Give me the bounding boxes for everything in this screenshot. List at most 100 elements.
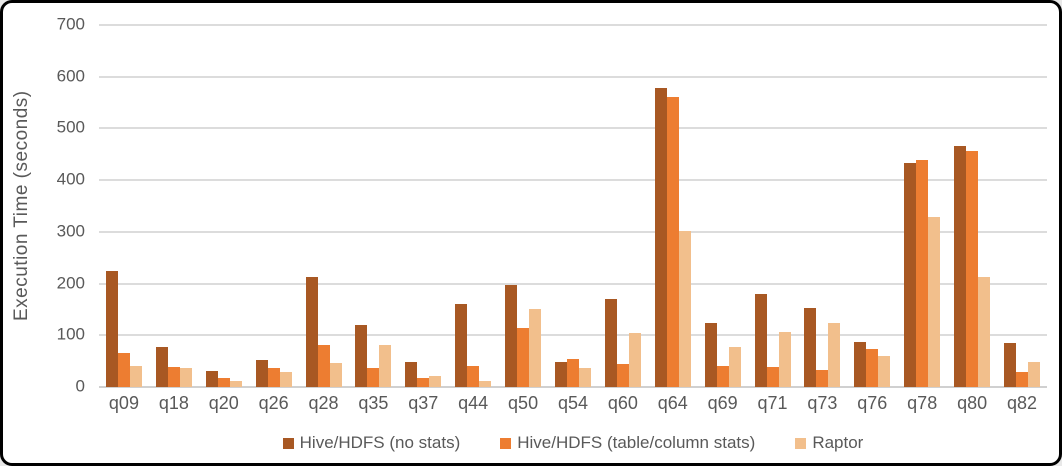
x-tick-label-q37: q37 bbox=[408, 393, 439, 413]
x-tick-label-q35: q35 bbox=[358, 393, 389, 413]
y-tick-label-500: 500 bbox=[56, 118, 85, 138]
x-tick-label-q60: q60 bbox=[607, 393, 638, 413]
y-tick-label-700: 700 bbox=[56, 14, 85, 34]
x-tick-label-q64: q64 bbox=[657, 393, 688, 413]
bar-q64-hive-hdfs-no-stats bbox=[654, 88, 667, 387]
bar-group-q73 bbox=[797, 25, 847, 387]
bar-group-q37 bbox=[398, 25, 448, 387]
gridline-400 bbox=[99, 179, 1047, 182]
bar-group-q20 bbox=[199, 25, 249, 387]
gridline-300 bbox=[99, 230, 1047, 233]
bar-q60-hive-hdfs-no-stats bbox=[604, 298, 617, 387]
bar-q71-hive-hdfs-no-stats bbox=[754, 293, 767, 387]
legend-label: Hive/HDFS (no stats) bbox=[299, 433, 461, 452]
bar-q76-hive-hdfs-table-column-stats bbox=[866, 349, 879, 387]
bar-group-q78 bbox=[897, 25, 947, 387]
bar-group-q35 bbox=[348, 25, 398, 387]
bar-q78-hive-hdfs-no-stats bbox=[904, 163, 917, 387]
legend-swatch-icon bbox=[795, 437, 807, 449]
bar-group-q82 bbox=[997, 25, 1047, 387]
gridline-500 bbox=[99, 127, 1047, 130]
bar-group-q60 bbox=[598, 25, 648, 387]
x-tick-label-q28: q28 bbox=[308, 393, 339, 413]
gridline-100 bbox=[99, 334, 1047, 337]
y-tick-label-0: 0 bbox=[75, 376, 85, 396]
bar-q28-hive-hdfs-table-column-stats bbox=[317, 345, 330, 387]
bar-group-q26 bbox=[249, 25, 299, 387]
bar-group-q50 bbox=[498, 25, 548, 387]
x-tick-label-q54: q54 bbox=[557, 393, 588, 413]
gridline-200 bbox=[99, 282, 1047, 285]
y-tick-label-100: 100 bbox=[56, 324, 85, 344]
x-tick-label-q18: q18 bbox=[158, 393, 189, 413]
bar-q35-hive-hdfs-no-stats bbox=[355, 325, 368, 387]
bar-q54-hive-hdfs-no-stats bbox=[554, 361, 567, 387]
x-tick-label-q69: q69 bbox=[707, 393, 738, 413]
bar-q28-hive-hdfs-no-stats bbox=[305, 277, 318, 387]
bar-q20-hive-hdfs-table-column-stats bbox=[217, 378, 230, 387]
x-tick-label-q20: q20 bbox=[208, 393, 239, 413]
bar-q64-hive-hdfs-table-column-stats bbox=[666, 97, 679, 387]
bar-q73-hive-hdfs-table-column-stats bbox=[816, 370, 829, 387]
bar-q50-raptor bbox=[529, 308, 542, 387]
bar-q73-raptor bbox=[828, 322, 841, 387]
x-tick-label-q71: q71 bbox=[757, 393, 788, 413]
y-tick-label-200: 200 bbox=[56, 273, 85, 293]
bar-group-q80 bbox=[947, 25, 997, 387]
bar-q37-raptor bbox=[429, 375, 442, 387]
x-tick-label-q50: q50 bbox=[508, 393, 539, 413]
bar-q76-raptor bbox=[878, 355, 891, 387]
bar-group-q44 bbox=[448, 25, 498, 387]
y-axis-ticks: 0 100 200 300 400 500 600 700 bbox=[39, 15, 85, 396]
bar-group-q28 bbox=[299, 25, 349, 387]
bar-q35-raptor bbox=[379, 344, 392, 387]
y-tick-label-300: 300 bbox=[56, 221, 85, 241]
x-tick-label-q80: q80 bbox=[957, 393, 988, 413]
bar-q18-hive-hdfs-table-column-stats bbox=[167, 366, 180, 387]
bar-group-q64 bbox=[648, 25, 698, 387]
bar-q71-raptor bbox=[778, 332, 791, 387]
x-tick-label-q78: q78 bbox=[907, 393, 938, 413]
bar-q09-raptor bbox=[129, 366, 142, 387]
chart-legend: Hive/HDFS (no stats) Hive/HDFS (table/col… bbox=[99, 433, 1047, 453]
bar-group-q18 bbox=[149, 25, 199, 387]
bar-q44-hive-hdfs-no-stats bbox=[455, 304, 468, 387]
bar-q50-hive-hdfs-table-column-stats bbox=[517, 328, 530, 387]
gridline-600 bbox=[99, 75, 1047, 78]
bar-q26-hive-hdfs-table-column-stats bbox=[267, 368, 280, 387]
legend-swatch-icon bbox=[282, 437, 294, 449]
bar-group-q69 bbox=[698, 25, 748, 387]
bar-q26-hive-hdfs-no-stats bbox=[255, 359, 268, 387]
legend-item-raptor: Raptor bbox=[795, 433, 863, 453]
bar-q20-hive-hdfs-no-stats bbox=[205, 370, 218, 387]
bar-q69-raptor bbox=[728, 346, 741, 387]
bar-q18-raptor bbox=[179, 368, 192, 387]
bar-q69-hive-hdfs-table-column-stats bbox=[716, 366, 729, 387]
bar-q69-hive-hdfs-no-stats bbox=[704, 323, 717, 387]
bar-q80-hive-hdfs-no-stats bbox=[954, 146, 967, 387]
bar-q73-hive-hdfs-no-stats bbox=[804, 308, 817, 387]
legend-swatch-icon bbox=[500, 437, 512, 449]
bar-q54-raptor bbox=[578, 368, 591, 387]
x-tick-label-q73: q73 bbox=[807, 393, 838, 413]
bar-q26-raptor bbox=[279, 371, 292, 387]
bar-q54-hive-hdfs-table-column-stats bbox=[566, 359, 579, 387]
bar-q44-raptor bbox=[479, 380, 492, 387]
x-tick-label-q26: q26 bbox=[258, 393, 289, 413]
bar-q71-hive-hdfs-table-column-stats bbox=[766, 366, 779, 387]
bar-q78-hive-hdfs-table-column-stats bbox=[916, 159, 929, 387]
bar-q35-hive-hdfs-table-column-stats bbox=[367, 368, 380, 387]
x-tick-label-q44: q44 bbox=[458, 393, 489, 413]
bar-q82-raptor bbox=[1027, 362, 1040, 387]
x-tick-label-q82: q82 bbox=[1006, 393, 1037, 413]
bar-q78-raptor bbox=[928, 217, 941, 387]
y-axis-title: Execution Time (seconds) bbox=[11, 90, 32, 322]
bar-q44-hive-hdfs-table-column-stats bbox=[467, 366, 480, 387]
bar-q82-hive-hdfs-table-column-stats bbox=[1015, 371, 1028, 387]
bar-q09-hive-hdfs-no-stats bbox=[105, 270, 118, 387]
bar-q60-raptor bbox=[628, 333, 641, 387]
bar-q09-hive-hdfs-table-column-stats bbox=[117, 352, 130, 387]
gridline-700 bbox=[99, 24, 1047, 26]
x-tick-label-q76: q76 bbox=[857, 393, 888, 413]
